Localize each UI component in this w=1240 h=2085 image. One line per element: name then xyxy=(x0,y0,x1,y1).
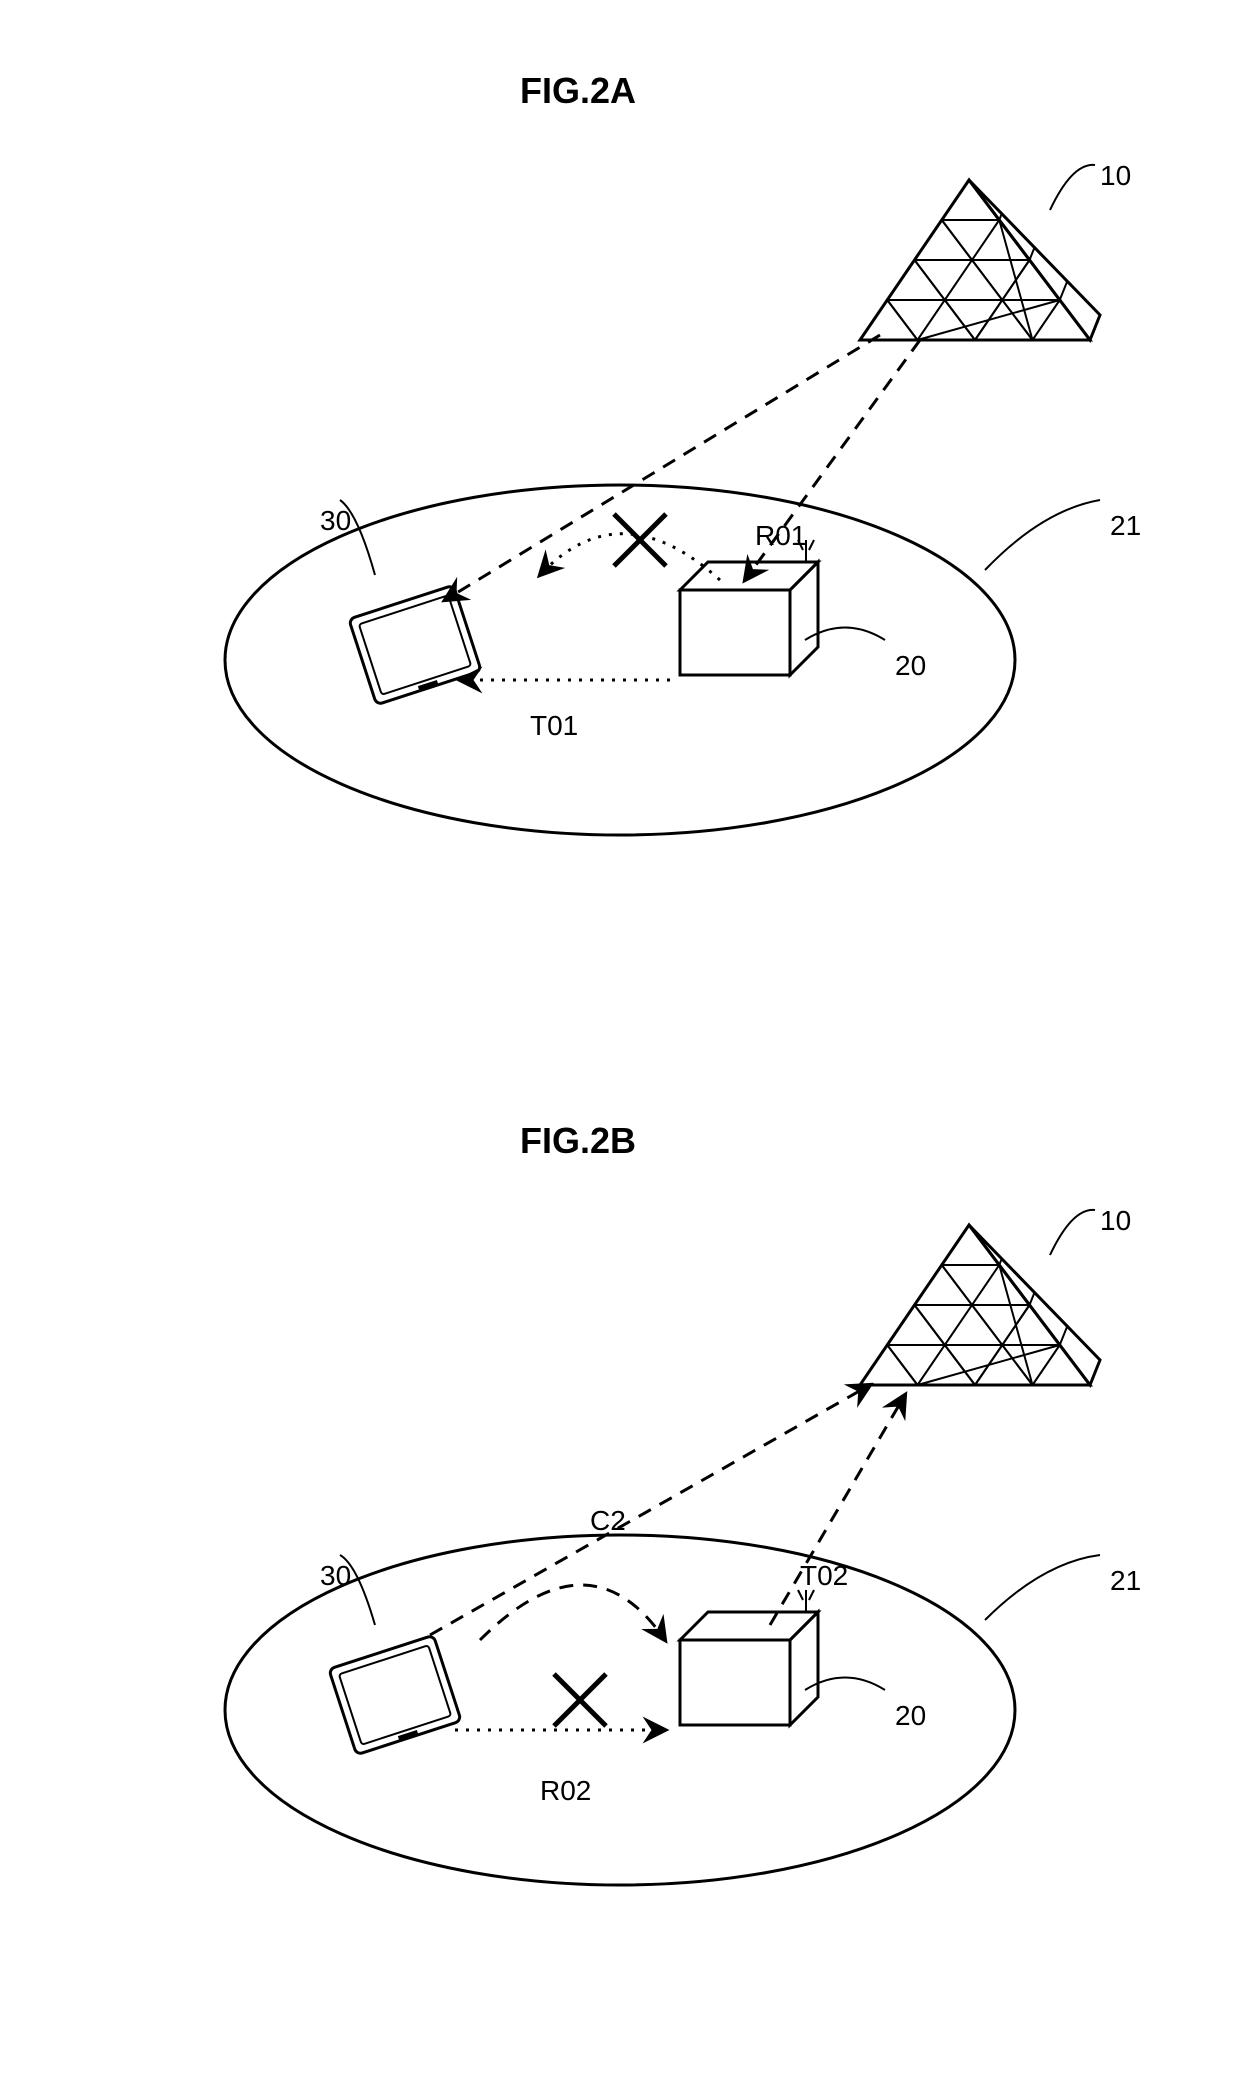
diagram-svg xyxy=(0,0,1240,2085)
page: FIG.2A FIG.2B R01 T01 10 20 21 30 C2 T02… xyxy=(0,0,1240,2085)
